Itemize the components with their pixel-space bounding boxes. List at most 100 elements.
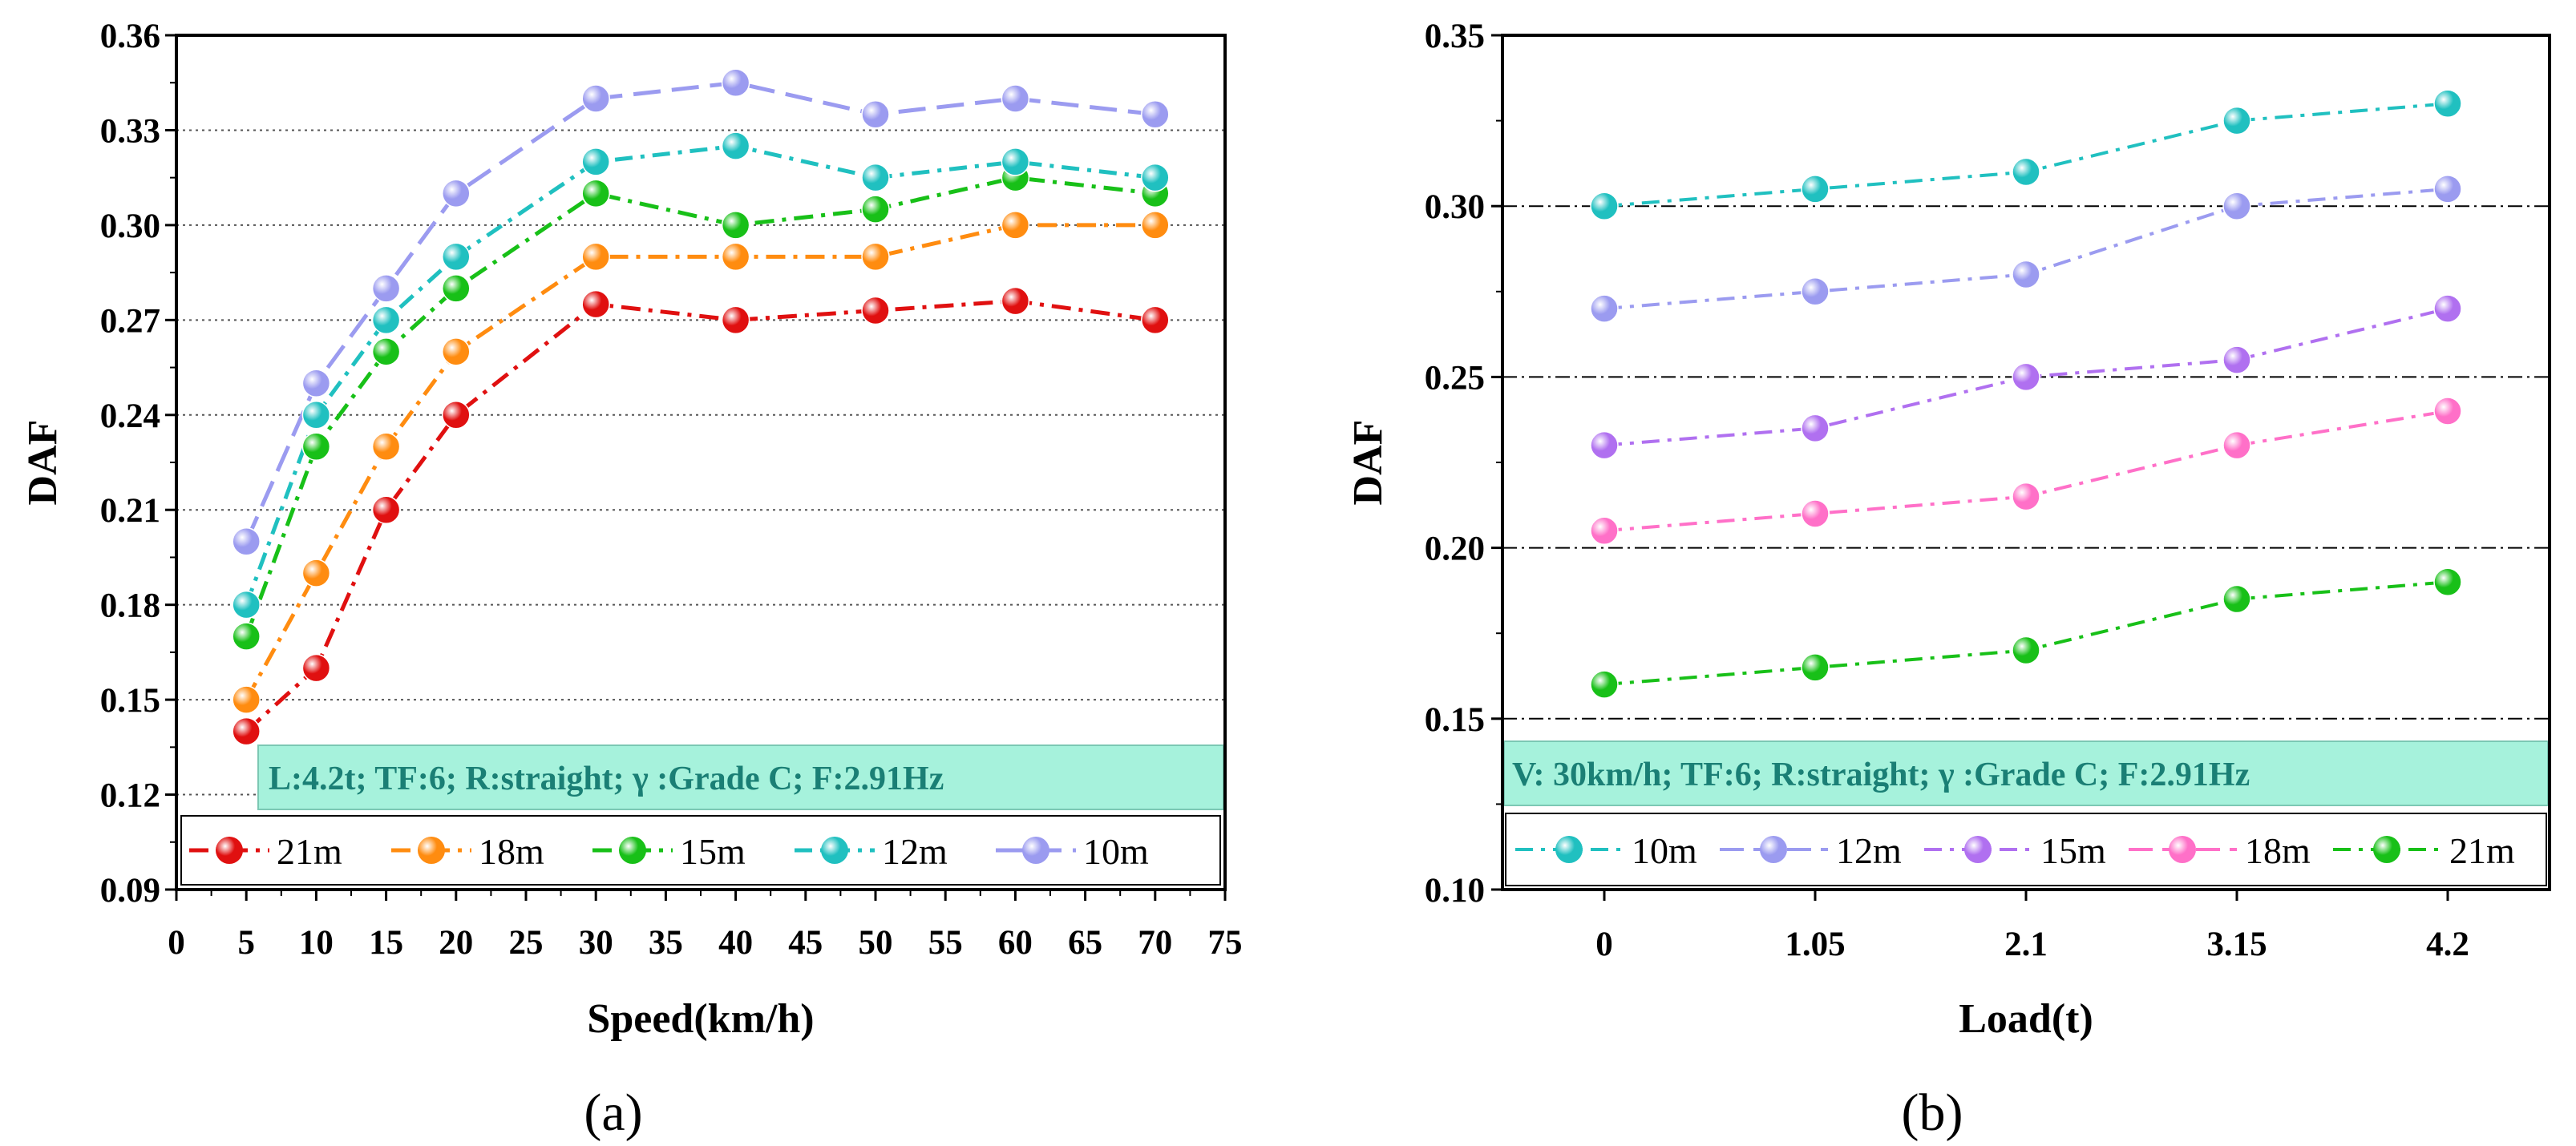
legend-swatch-marker-18m xyxy=(2169,836,2196,863)
annotation-b: V: 30km/h; TF:6; R:straight; γ :Grade C;… xyxy=(1503,740,2549,806)
data-point-10m xyxy=(721,68,750,97)
data-point-10m xyxy=(232,527,261,556)
panel-b: V: 30km/h; TF:6; R:straight; γ :Grade C;… xyxy=(1345,18,2551,1142)
annotation-text-a: L:4.2t; TF:6; R:straight; γ :Grade C; F:… xyxy=(269,761,944,797)
x-tick-label: 40 xyxy=(718,924,753,962)
legend-label-18m: 18m xyxy=(2245,830,2311,871)
data-point-12m xyxy=(442,242,471,272)
data-point-10m xyxy=(2222,106,2251,135)
data-point-12m xyxy=(861,163,890,192)
annotation-box-a xyxy=(257,744,1224,810)
x-ticks-a xyxy=(175,890,1227,901)
y-tick-labels-b: 0.10 0.15 0.20 0.25 0.30 0.35 xyxy=(1425,18,1485,910)
panel-a: L:4.2t; TF:6; R:straight; γ :Grade C; F:… xyxy=(20,18,1243,1142)
legend-label-12m: 12m xyxy=(1836,830,1902,871)
x-tick-label: 30 xyxy=(579,924,613,962)
data-point-10m xyxy=(1801,175,1830,204)
data-point-15m xyxy=(2012,362,2040,392)
data-point-15m xyxy=(721,211,750,240)
x-tick-label: 5 xyxy=(237,924,255,962)
x-tick-label: 65 xyxy=(1068,924,1102,962)
data-point-10m xyxy=(2433,89,2462,119)
y-axis-title-b: DAF xyxy=(1345,420,1391,506)
data-point-15m xyxy=(581,179,610,208)
y-tick-label: 0.15 xyxy=(1425,701,1485,739)
data-point-10m xyxy=(861,99,890,129)
data-point-15m xyxy=(232,622,261,651)
legend-swatch-marker-10m xyxy=(1022,837,1049,864)
data-point-21m xyxy=(301,653,331,683)
x-tick-label: 55 xyxy=(928,924,963,962)
legend-swatch-marker-10m xyxy=(1555,836,1583,863)
y-tick-label: 0.24 xyxy=(100,397,160,435)
data-point-18m xyxy=(2222,430,2251,460)
x-tick-labels-a: 0 5 10 15 20 25 30 35 40 45 50 55 60 65 … xyxy=(168,924,1242,962)
x-tick-label: 70 xyxy=(1138,924,1172,962)
data-point-18m xyxy=(721,242,750,272)
data-point-18m xyxy=(1001,211,1030,240)
series-markers-a xyxy=(232,68,1170,746)
legend-label-21m: 21m xyxy=(277,831,342,872)
x-tick-label: 35 xyxy=(649,924,683,962)
y-tick-label: 0.10 xyxy=(1425,872,1485,910)
annotation-text-b: V: 30km/h; TF:6; R:straight; γ :Grade C;… xyxy=(1512,757,2250,793)
y-tick-label: 0.33 xyxy=(100,112,160,150)
x-tick-label: 0 xyxy=(168,924,185,962)
data-point-21m xyxy=(1590,670,1619,699)
y-tick-label: 0.09 xyxy=(100,872,160,910)
x-tick-label: 1.05 xyxy=(1785,926,1845,963)
annotation-a: L:4.2t; TF:6; R:straight; γ :Grade C; F:… xyxy=(257,744,1224,810)
x-tick-label: 3.15 xyxy=(2206,926,2267,963)
data-point-21m xyxy=(1801,653,1830,682)
x-tick-label: 45 xyxy=(788,924,823,962)
series-line-15m xyxy=(244,176,1156,638)
data-point-21m xyxy=(2012,636,2040,665)
x-axis-title-a: Speed(km/h) xyxy=(587,996,814,1042)
legend-label-15m: 15m xyxy=(2040,830,2106,871)
y-tick-label: 0.20 xyxy=(1425,531,1485,568)
data-point-21m xyxy=(1141,305,1170,335)
data-point-18m xyxy=(301,559,331,587)
data-point-15m xyxy=(861,195,890,224)
data-point-18m xyxy=(1801,499,1830,528)
data-point-21m xyxy=(232,716,261,746)
data-point-21m xyxy=(1001,286,1030,316)
data-point-21m xyxy=(442,401,471,430)
data-point-10m xyxy=(301,369,331,398)
data-point-15m xyxy=(1590,430,1619,460)
data-point-15m xyxy=(1801,414,1830,443)
data-point-15m xyxy=(442,274,471,303)
x-ticks-b xyxy=(1603,890,2449,901)
y-tick-label: 0.21 xyxy=(100,492,160,530)
data-point-18m xyxy=(861,242,890,272)
y-tick-label: 0.25 xyxy=(1425,359,1485,397)
x-tick-label: 75 xyxy=(1208,924,1243,962)
panel-label-b: (b) xyxy=(1902,1083,1963,1142)
data-point-10m xyxy=(581,84,610,113)
data-point-10m xyxy=(1001,84,1030,113)
legend-swatch-marker-21m xyxy=(2373,836,2400,863)
data-point-15m xyxy=(301,432,331,462)
data-point-21m xyxy=(2433,567,2462,596)
legend-swatch-marker-15m xyxy=(619,837,646,864)
data-point-10m xyxy=(442,179,471,208)
x-tick-label: 60 xyxy=(998,924,1033,962)
data-point-12m xyxy=(1801,277,1830,306)
data-point-15m xyxy=(371,337,401,366)
x-tick-label: 10 xyxy=(299,924,334,962)
legend-label-10m: 10m xyxy=(1083,831,1149,872)
y-axis-title-a: DAF xyxy=(20,420,66,506)
data-point-12m xyxy=(301,401,331,430)
data-point-12m xyxy=(1001,147,1030,176)
y-tick-label: 0.12 xyxy=(100,777,160,815)
x-tick-label: 15 xyxy=(369,924,403,962)
data-point-12m xyxy=(1141,163,1170,192)
legend-swatch-marker-15m xyxy=(1964,836,1992,863)
y-tick-labels-a: 0.09 0.12 0.15 0.18 0.21 0.24 0.27 0.30 … xyxy=(100,18,160,910)
data-point-12m xyxy=(232,590,261,619)
data-point-21m xyxy=(721,305,750,335)
data-point-18m xyxy=(581,242,610,272)
y-ticks-a xyxy=(165,34,176,891)
data-point-10m xyxy=(2012,157,2040,187)
